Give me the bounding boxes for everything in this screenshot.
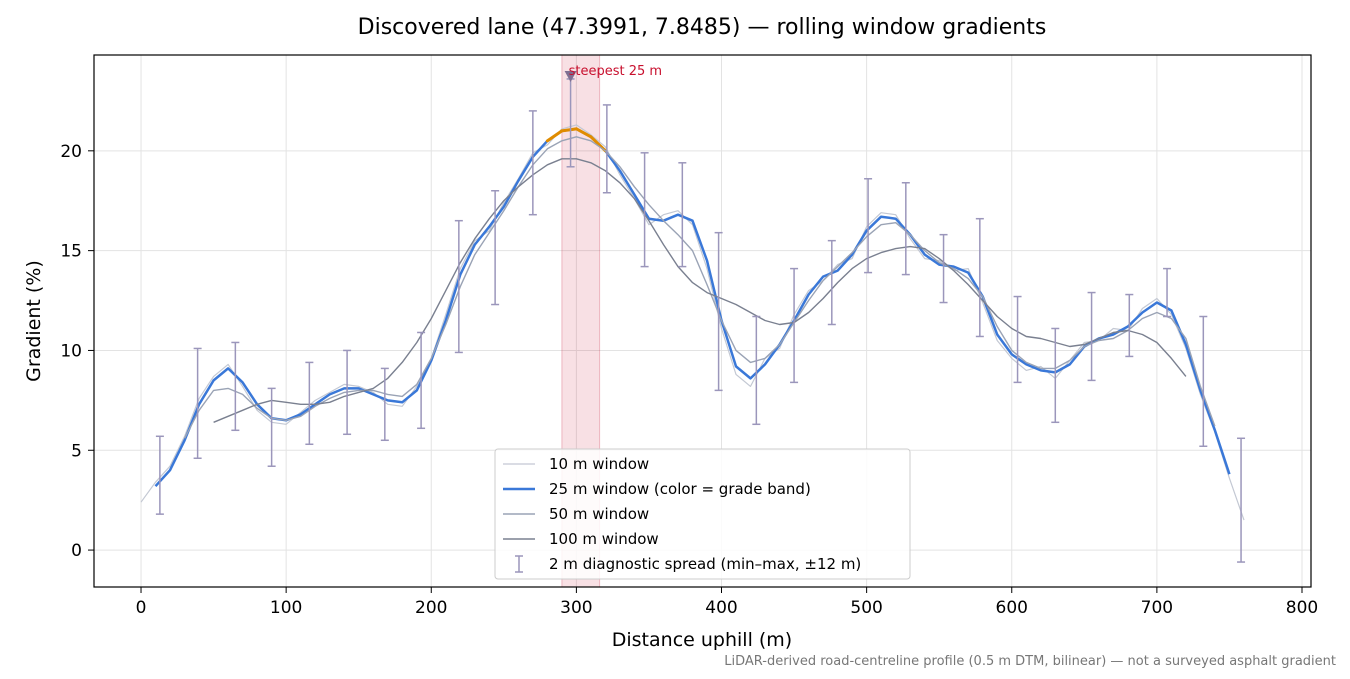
grade-band-segment [545, 129, 564, 143]
footnote: LiDAR-derived road-centreline profile (0… [724, 654, 1336, 669]
y-tick-label: 0 [71, 541, 82, 561]
y-tick-label: 15 [60, 242, 82, 262]
legend-label: 10 m window [549, 455, 649, 473]
line-series [213, 158, 1187, 423]
steepest-label: steepest 25 m [569, 64, 662, 79]
plot-frame [93, 54, 1312, 588]
legend-label: 2 m diagnostic spread (min–max, ±12 m) [549, 555, 861, 573]
chart-title: Discovered lane (47.3991, 7.8485) — roll… [358, 15, 1047, 40]
x-axis-label: Distance uphill (m) [612, 629, 792, 651]
x-tick-label: 400 [705, 598, 737, 618]
legend-label: 25 m window (color = grade band) [549, 480, 811, 498]
x-tick-label: 0 [136, 598, 147, 618]
grade-band-segment [560, 127, 578, 133]
legend-box [494, 448, 911, 580]
y-tick-label: 10 [60, 341, 82, 361]
x-tick-label: 300 [560, 598, 592, 618]
x-tick-label: 600 [996, 598, 1028, 618]
y-axis-label: Gradient (%) [23, 260, 45, 382]
x-tick-label: 800 [1286, 598, 1318, 618]
x-tick-label: 100 [270, 598, 302, 618]
line-series [154, 127, 1231, 488]
legend-label: 100 m window [549, 530, 659, 548]
steepest-marker [564, 70, 577, 82]
line-series [140, 124, 1245, 521]
y-tick-label: 5 [71, 441, 82, 461]
x-tick-label: 500 [850, 598, 882, 618]
legend-label: 50 m window [549, 505, 649, 523]
x-tick-label: 700 [1141, 598, 1173, 618]
y-tick-label: 20 [60, 142, 82, 162]
x-tick-label: 200 [415, 598, 447, 618]
line-series [183, 136, 1216, 439]
grade-band-segment [574, 127, 593, 139]
